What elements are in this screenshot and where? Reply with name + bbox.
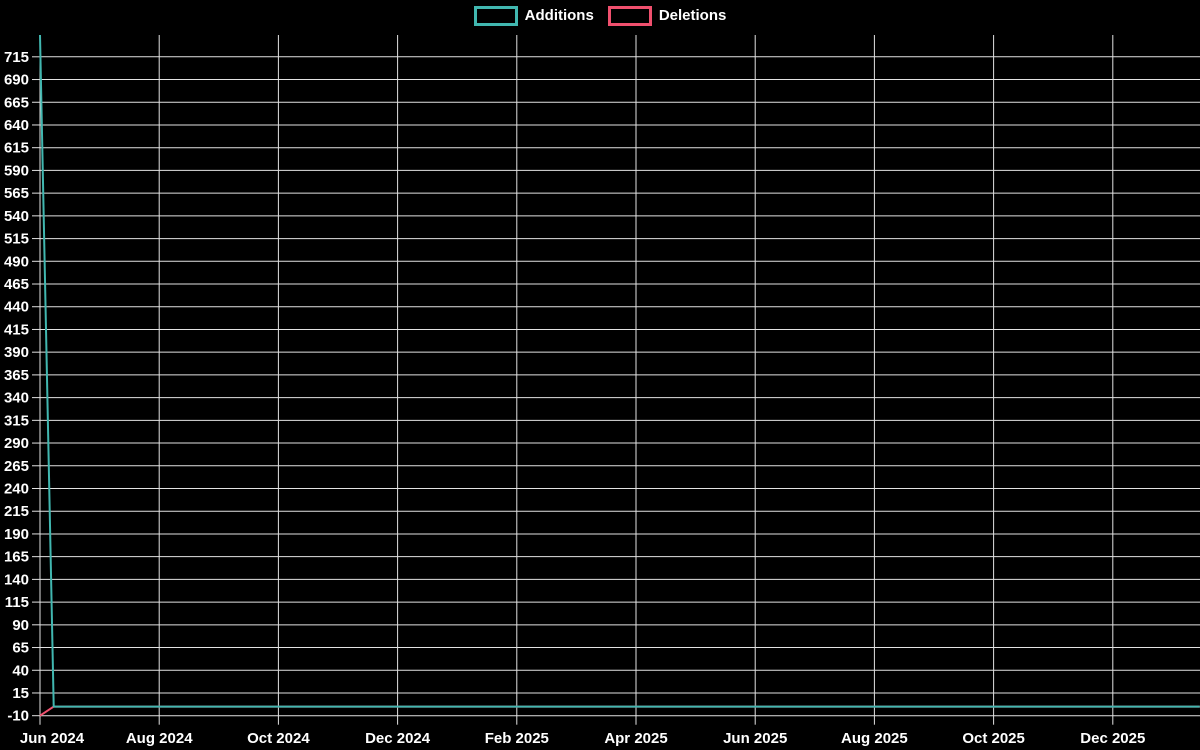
y-tick-label: 165: [4, 549, 29, 566]
y-tick-label: 115: [5, 594, 29, 611]
additions-line: [39, 34, 1200, 708]
x-tick-label: Oct 2024: [247, 730, 310, 747]
y-tick-label: -10: [7, 708, 29, 725]
y-tick-label: 90: [12, 617, 29, 634]
y-tick-label: 690: [4, 72, 29, 89]
y-tick-label: 15: [12, 685, 29, 702]
y-tick-label: 190: [4, 526, 29, 543]
x-tick-label: Aug 2024: [126, 730, 193, 747]
y-tick-label: 240: [4, 480, 29, 497]
chart-legend: Additions Deletions: [0, 6, 1200, 26]
y-tick-label: 615: [4, 140, 29, 157]
y-tick-label: 215: [4, 503, 29, 520]
legend-label-deletions: Deletions: [658, 7, 727, 24]
y-tick-label: 365: [4, 367, 29, 384]
y-tick-label: 515: [4, 231, 29, 248]
x-tick-label: Aug 2025: [841, 730, 908, 747]
y-tick-label: 540: [4, 208, 29, 225]
x-tick-label: Dec 2025: [1080, 730, 1145, 747]
y-tick-label: 265: [4, 458, 29, 475]
legend-label-additions: Additions: [524, 7, 594, 24]
x-tick-label: Jun 2024: [20, 730, 85, 747]
y-tick-label: 340: [4, 390, 29, 407]
x-tick-label: Feb 2025: [485, 730, 549, 747]
deletions-line: [39, 705, 1200, 717]
x-tick-label: Dec 2024: [365, 730, 431, 747]
legend-item-deletions[interactable]: Deletions: [607, 6, 727, 26]
x-tick-label: Oct 2025: [962, 730, 1025, 747]
x-tick-label: Jun 2025: [723, 730, 787, 747]
y-tick-label: 415: [4, 321, 29, 338]
y-tick-label: 40: [12, 662, 29, 679]
y-tick-label: 715: [4, 49, 29, 66]
y-tick-label: 490: [4, 253, 29, 270]
y-tick-label: 440: [4, 299, 29, 316]
legend-item-additions[interactable]: Additions: [473, 6, 594, 26]
x-tick-label: Apr 2025: [604, 730, 667, 747]
y-tick-label: 465: [4, 276, 29, 293]
y-tick-label: 565: [4, 185, 29, 202]
y-tick-label: 290: [4, 435, 29, 452]
y-tick-label: 65: [12, 640, 29, 657]
y-tick-label: 315: [4, 412, 29, 429]
additions-swatch-icon: [473, 6, 518, 26]
y-tick-label: 390: [4, 344, 29, 361]
deletions-swatch-icon: [607, 6, 652, 26]
y-tick-label: 590: [4, 162, 29, 179]
y-tick-label: 665: [4, 94, 29, 111]
y-tick-label: 140: [4, 571, 29, 588]
y-tick-label: 640: [4, 117, 29, 134]
